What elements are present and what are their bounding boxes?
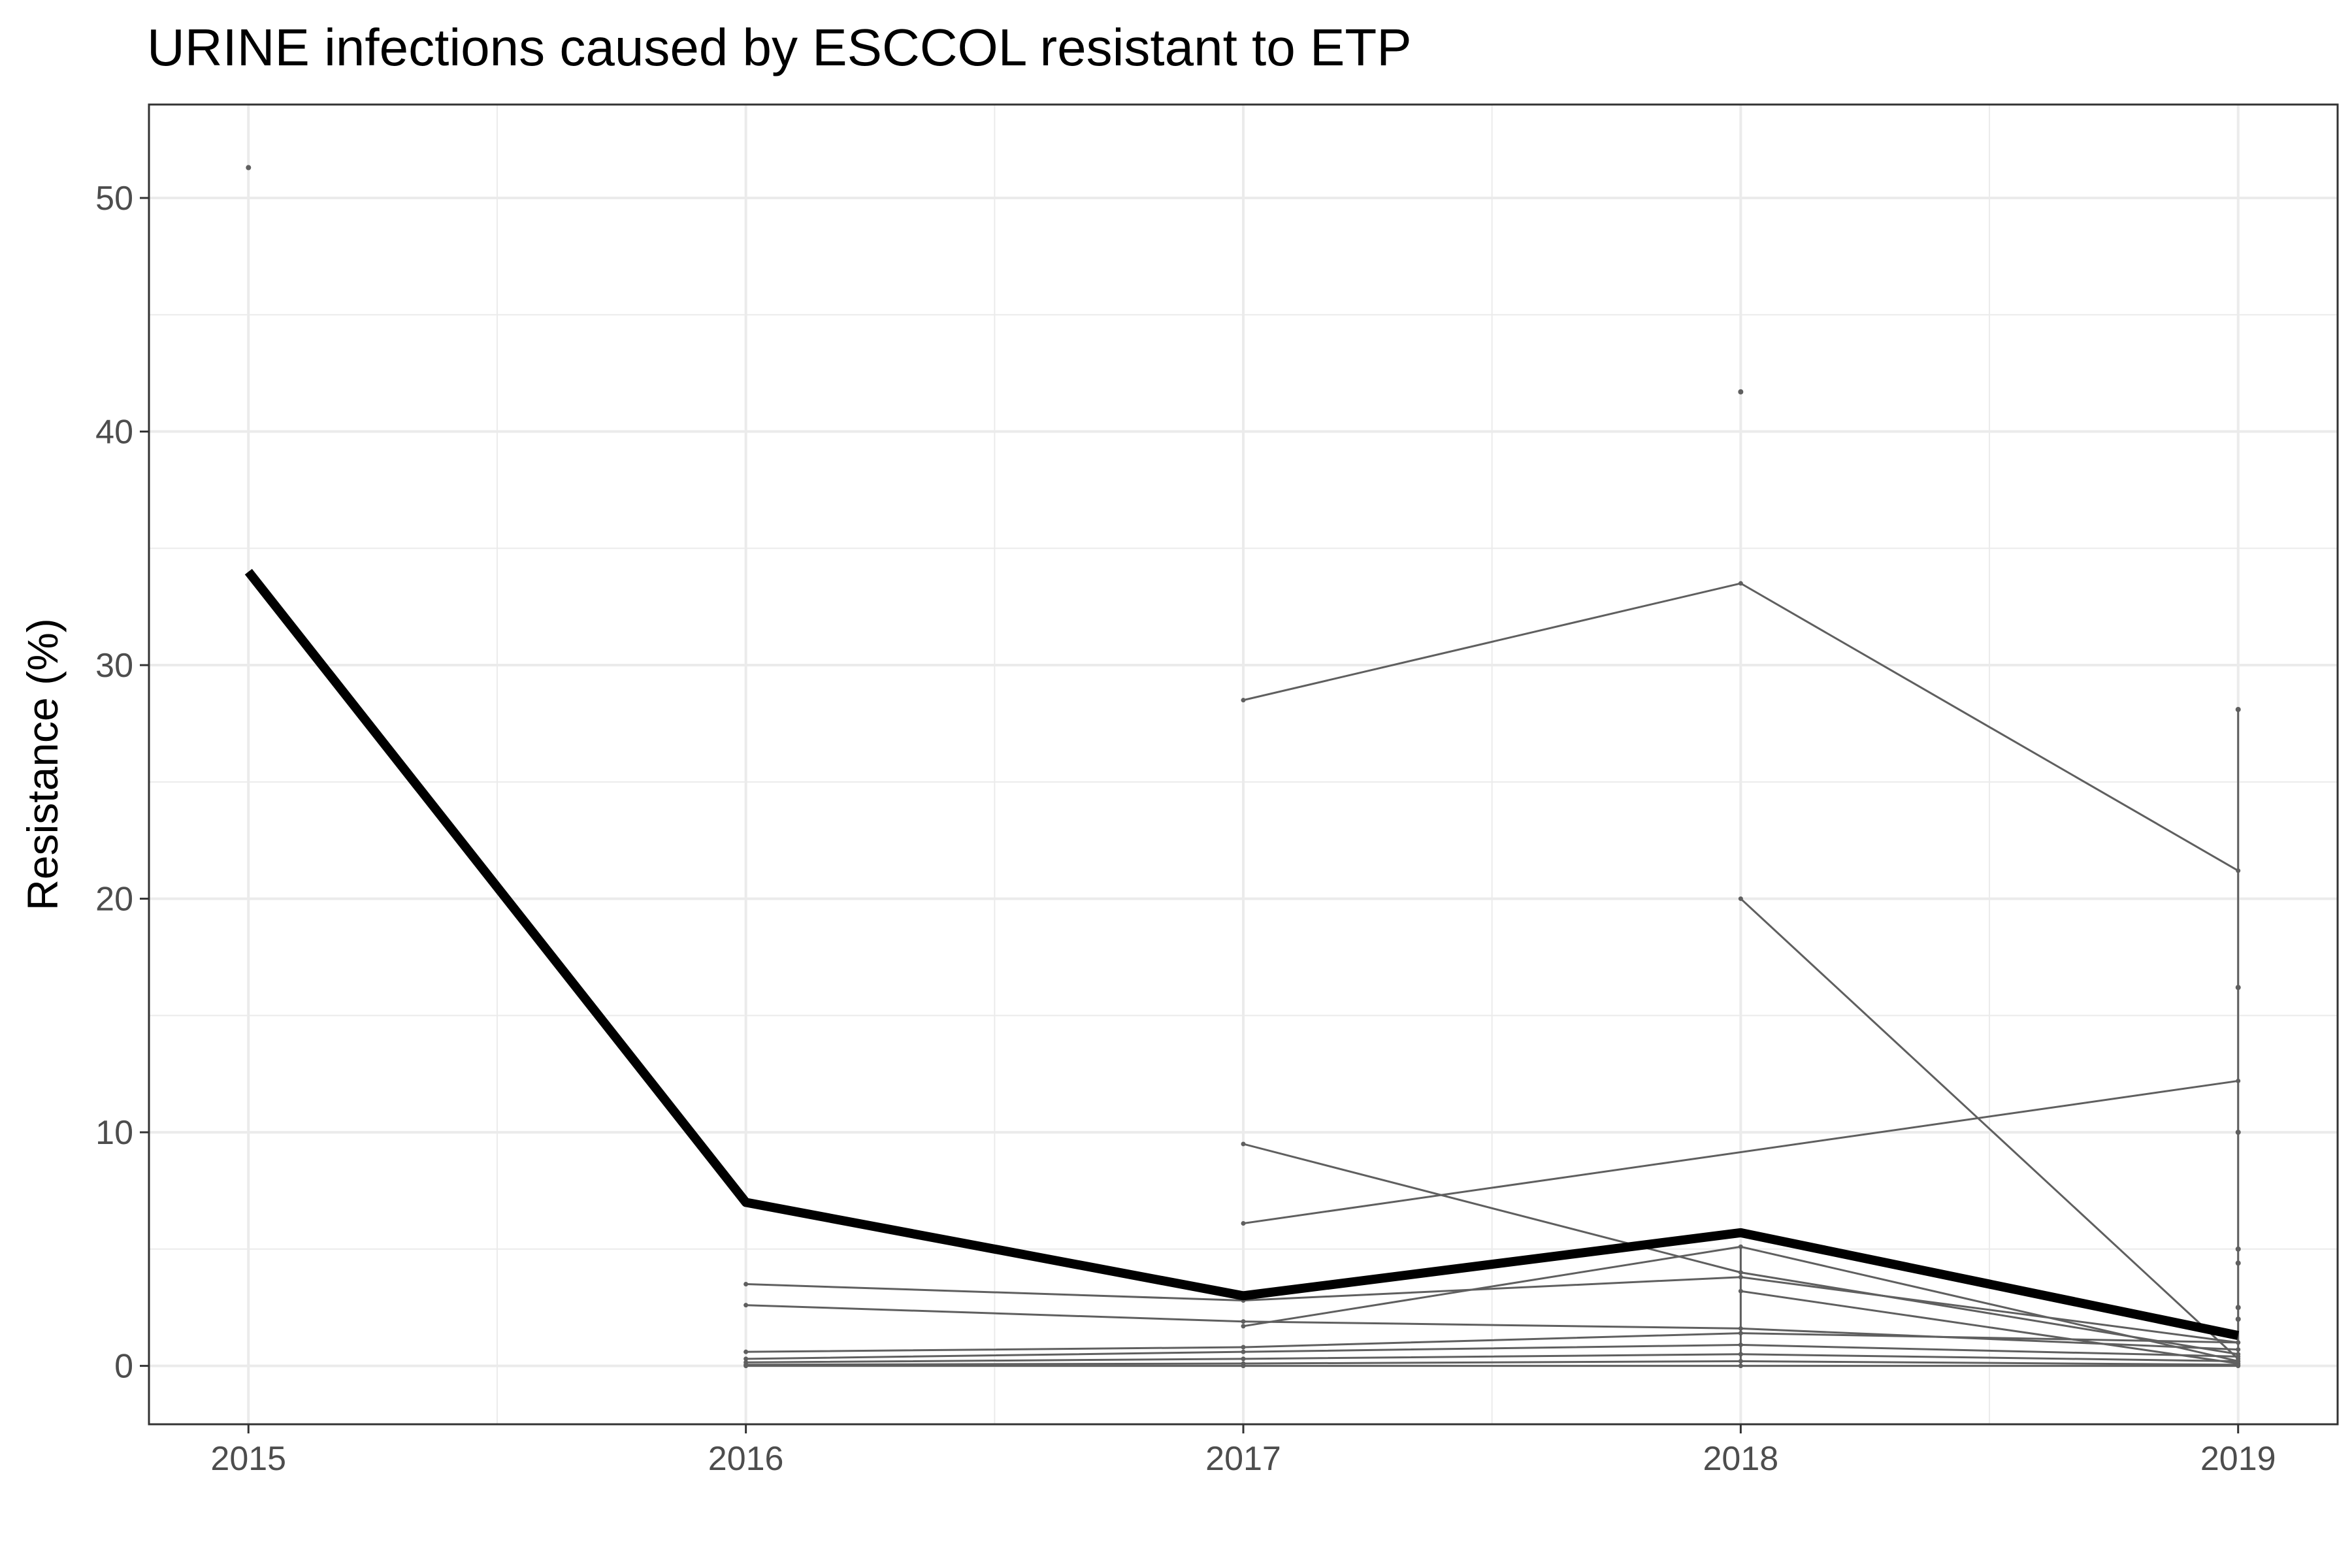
series-line (745, 1353, 2238, 1364)
series-point (2236, 1364, 2241, 1369)
series-layer (246, 165, 2241, 1369)
series-line (745, 1332, 2238, 1353)
isolated-point (2235, 985, 2241, 990)
series-point (1738, 1331, 1743, 1336)
series-line (1243, 1079, 2238, 1225)
isolated-point (2235, 1130, 2241, 1135)
overall-layer (244, 568, 2240, 1340)
y-tick-label: 30 (95, 647, 133, 685)
y-tick-labels: 0 10 20 30 40 50 (95, 180, 133, 1386)
x-tick-label: 2017 (1205, 1440, 1281, 1478)
series-point (1738, 1275, 1743, 1280)
series-line (745, 1360, 2238, 1366)
series-point (743, 1303, 749, 1308)
isolated-point (2235, 1260, 2241, 1266)
series-point (2236, 1354, 2241, 1359)
series-line (745, 1276, 2238, 1344)
series-point (1241, 1345, 1246, 1350)
series-point (1241, 1221, 1246, 1226)
isolated-point (2235, 1246, 2241, 1252)
series-point (2236, 868, 2241, 874)
isolated-point (2235, 1305, 2241, 1311)
series-point (1241, 1324, 1246, 1329)
series-point (743, 1356, 749, 1362)
isolated-point (246, 165, 252, 171)
series-point (1738, 1342, 1743, 1347)
series-point (1738, 581, 1743, 586)
series-point (2236, 1358, 2241, 1364)
x-tick-label: 2018 (1703, 1440, 1779, 1478)
y-tick-label: 0 (114, 1348, 133, 1386)
series-point (1241, 1319, 1246, 1324)
series-point (1738, 1288, 1743, 1294)
y-tick-label: 40 (95, 414, 133, 451)
series-point (1738, 1326, 1743, 1331)
isolated-point (2235, 1316, 2241, 1322)
series-line (745, 1343, 2238, 1360)
series-point (1241, 1349, 1246, 1354)
series-point (1738, 1244, 1743, 1249)
overall-line (244, 568, 2240, 1340)
x-tick-label: 2015 (210, 1440, 286, 1478)
series-line (1740, 1290, 2238, 1365)
y-tick-label: 20 (95, 881, 133, 919)
series-point (743, 1281, 749, 1286)
series-line (1740, 898, 2239, 1360)
axis-ticks (140, 197, 2240, 1433)
series-point (1738, 1364, 1743, 1369)
series-point (1241, 698, 1246, 703)
series-point (2236, 1347, 2241, 1352)
series-point (743, 1349, 749, 1354)
series-point (1738, 1270, 1743, 1275)
x-tick-labels: 2015 2016 2017 2018 2019 (210, 1440, 2276, 1478)
x-tick-label: 2016 (708, 1440, 784, 1478)
series-point (743, 1364, 749, 1369)
series-line (745, 1304, 2238, 1351)
isolated-point (1738, 389, 1744, 395)
y-tick-label: 10 (95, 1114, 133, 1152)
chart-title: URINE infections caused by ESCCOL resist… (147, 18, 1412, 76)
y-axis-label: Resistance (%) (18, 618, 67, 910)
series-point (1738, 1352, 1743, 1357)
isolated-point (2235, 706, 2241, 712)
x-tick-label: 2019 (2200, 1440, 2276, 1478)
series-point (1241, 1356, 1246, 1362)
y-tick-label: 50 (95, 180, 133, 218)
series-point (2236, 1078, 2241, 1083)
series-point (2236, 1340, 2241, 1345)
series-point (1738, 896, 1743, 902)
series-point (1738, 1358, 1743, 1364)
series-point (1241, 1141, 1246, 1147)
series-point (1241, 1364, 1246, 1369)
